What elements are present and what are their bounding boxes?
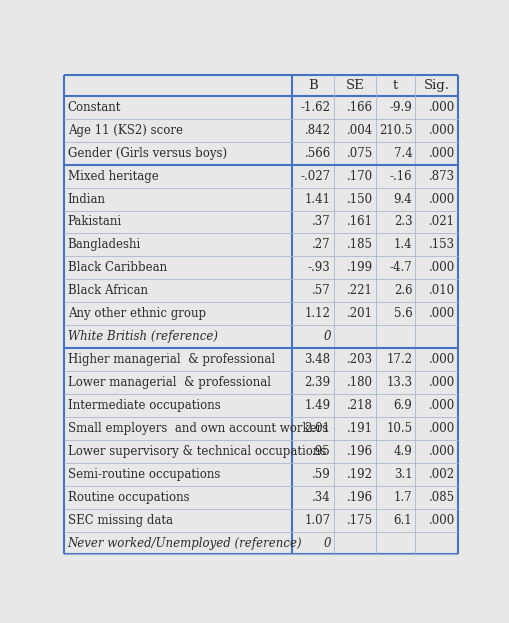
Text: Mixed heritage: Mixed heritage bbox=[68, 169, 158, 183]
Text: 2.39: 2.39 bbox=[304, 376, 331, 389]
Text: Age 11 (KS2) score: Age 11 (KS2) score bbox=[68, 124, 183, 137]
Text: .196: .196 bbox=[347, 445, 373, 458]
Text: .203: .203 bbox=[347, 353, 373, 366]
Text: Lower supervisory & technical occupations: Lower supervisory & technical occupation… bbox=[68, 445, 326, 458]
Text: .873: .873 bbox=[429, 169, 455, 183]
Text: Sig.: Sig. bbox=[424, 79, 450, 92]
Text: 2.3: 2.3 bbox=[394, 216, 412, 229]
Text: 1.07: 1.07 bbox=[304, 513, 331, 526]
Text: .000: .000 bbox=[429, 513, 455, 526]
Text: .191: .191 bbox=[347, 422, 373, 435]
Text: .000: .000 bbox=[429, 193, 455, 206]
Text: .180: .180 bbox=[347, 376, 373, 389]
Text: .59: .59 bbox=[312, 468, 331, 481]
Bar bbox=[64, 75, 458, 96]
Text: 210.5: 210.5 bbox=[379, 124, 412, 137]
Text: .000: .000 bbox=[429, 445, 455, 458]
Text: -.16: -.16 bbox=[390, 169, 412, 183]
Text: Indian: Indian bbox=[68, 193, 105, 206]
Text: 6.9: 6.9 bbox=[393, 399, 412, 412]
Text: Black Caribbean: Black Caribbean bbox=[68, 261, 166, 274]
Text: 1.12: 1.12 bbox=[305, 307, 331, 320]
Text: 5.6: 5.6 bbox=[393, 307, 412, 320]
Text: Intermediate occupations: Intermediate occupations bbox=[68, 399, 220, 412]
Text: Never worked/Unemployed (reference): Never worked/Unemployed (reference) bbox=[68, 536, 302, 549]
Text: Routine occupations: Routine occupations bbox=[68, 491, 189, 503]
Text: 3.48: 3.48 bbox=[304, 353, 331, 366]
Text: .010: .010 bbox=[429, 284, 455, 297]
Text: 4.9: 4.9 bbox=[393, 445, 412, 458]
Text: .27: .27 bbox=[312, 239, 331, 252]
Text: -.027: -.027 bbox=[300, 169, 331, 183]
Text: .000: .000 bbox=[429, 307, 455, 320]
Text: .95: .95 bbox=[312, 445, 331, 458]
Text: Pakistani: Pakistani bbox=[68, 216, 122, 229]
Text: 1.7: 1.7 bbox=[394, 491, 412, 503]
Text: .170: .170 bbox=[347, 169, 373, 183]
Text: Higher managerial  & professional: Higher managerial & professional bbox=[68, 353, 275, 366]
Text: B: B bbox=[308, 79, 318, 92]
Text: .000: .000 bbox=[429, 376, 455, 389]
Text: 10.5: 10.5 bbox=[386, 422, 412, 435]
Text: 17.2: 17.2 bbox=[386, 353, 412, 366]
Text: Lower managerial  & professional: Lower managerial & professional bbox=[68, 376, 271, 389]
Text: .842: .842 bbox=[305, 124, 331, 137]
Text: .004: .004 bbox=[347, 124, 373, 137]
Text: .153: .153 bbox=[429, 239, 455, 252]
Text: 1.4: 1.4 bbox=[394, 239, 412, 252]
Text: Small employers  and own account workers: Small employers and own account workers bbox=[68, 422, 328, 435]
Text: .37: .37 bbox=[312, 216, 331, 229]
Text: 2.01: 2.01 bbox=[305, 422, 331, 435]
Text: .175: .175 bbox=[347, 513, 373, 526]
Text: .221: .221 bbox=[347, 284, 373, 297]
Text: Black African: Black African bbox=[68, 284, 148, 297]
Text: .021: .021 bbox=[429, 216, 455, 229]
Text: 1.41: 1.41 bbox=[305, 193, 331, 206]
Text: .57: .57 bbox=[312, 284, 331, 297]
Text: .185: .185 bbox=[347, 239, 373, 252]
Text: SE: SE bbox=[346, 79, 364, 92]
Text: .34: .34 bbox=[312, 491, 331, 503]
Text: 13.3: 13.3 bbox=[386, 376, 412, 389]
Text: t: t bbox=[393, 79, 399, 92]
Text: SEC missing data: SEC missing data bbox=[68, 513, 173, 526]
Text: .196: .196 bbox=[347, 491, 373, 503]
Text: .000: .000 bbox=[429, 101, 455, 114]
Text: -.93: -.93 bbox=[308, 261, 331, 274]
Text: .150: .150 bbox=[347, 193, 373, 206]
Text: .085: .085 bbox=[429, 491, 455, 503]
Text: White British (reference): White British (reference) bbox=[68, 330, 217, 343]
Text: 0: 0 bbox=[323, 330, 331, 343]
Text: .000: .000 bbox=[429, 399, 455, 412]
Text: .000: .000 bbox=[429, 353, 455, 366]
Text: Gender (Girls versus boys): Gender (Girls versus boys) bbox=[68, 146, 227, 159]
Text: .000: .000 bbox=[429, 261, 455, 274]
Text: .166: .166 bbox=[347, 101, 373, 114]
Text: 7.4: 7.4 bbox=[393, 146, 412, 159]
Text: Any other ethnic group: Any other ethnic group bbox=[68, 307, 206, 320]
Text: 9.4: 9.4 bbox=[393, 193, 412, 206]
Text: 3.1: 3.1 bbox=[394, 468, 412, 481]
Text: Semi-routine occupations: Semi-routine occupations bbox=[68, 468, 220, 481]
Text: .002: .002 bbox=[429, 468, 455, 481]
Text: -4.7: -4.7 bbox=[389, 261, 412, 274]
Text: .000: .000 bbox=[429, 422, 455, 435]
Text: .161: .161 bbox=[347, 216, 373, 229]
Text: 0: 0 bbox=[323, 536, 331, 549]
Text: .199: .199 bbox=[347, 261, 373, 274]
Text: .000: .000 bbox=[429, 146, 455, 159]
Text: .192: .192 bbox=[347, 468, 373, 481]
Text: Constant: Constant bbox=[68, 101, 121, 114]
Text: 2.6: 2.6 bbox=[394, 284, 412, 297]
Text: -9.9: -9.9 bbox=[389, 101, 412, 114]
Text: -1.62: -1.62 bbox=[301, 101, 331, 114]
Text: .075: .075 bbox=[347, 146, 373, 159]
Text: .000: .000 bbox=[429, 124, 455, 137]
Text: Bangladeshi: Bangladeshi bbox=[68, 239, 141, 252]
Text: 1.49: 1.49 bbox=[304, 399, 331, 412]
Text: .218: .218 bbox=[347, 399, 373, 412]
Text: 6.1: 6.1 bbox=[394, 513, 412, 526]
Text: .201: .201 bbox=[347, 307, 373, 320]
Text: .566: .566 bbox=[304, 146, 331, 159]
